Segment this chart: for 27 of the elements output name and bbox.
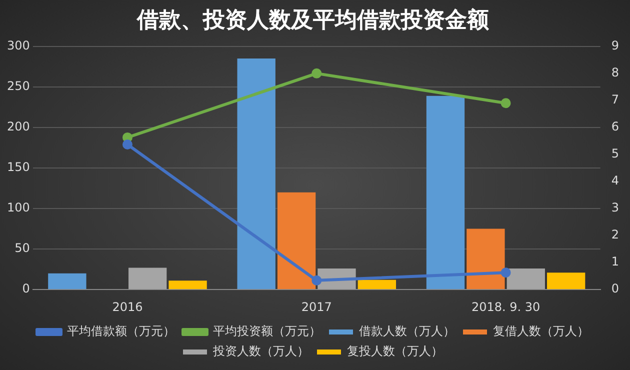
y-tick-label: 250: [7, 79, 30, 94]
y2-tick-label: 6: [611, 120, 620, 134]
y2-tick-label: 0: [611, 282, 620, 296]
legend-label: 借款人数（万人）: [359, 324, 455, 338]
y2-tick-label: 7: [611, 92, 620, 107]
x-tick-label: 2018. 9. 30: [471, 300, 540, 314]
chart-title: 借款、投资人数及平均借款投资金额: [136, 6, 490, 33]
legend-label: 平均借款额（万元）: [67, 324, 175, 338]
y2-tick-label: 9: [611, 38, 620, 53]
y2-tick-label: 2: [611, 228, 620, 242]
x-tick-label: 2016: [112, 300, 143, 314]
y2-tick-label: 4: [611, 174, 620, 188]
y2-tick-label: 5: [611, 146, 620, 161]
y-tick-label: 100: [7, 200, 30, 215]
y-tick-label: 300: [7, 38, 30, 53]
y-tick-label: 0: [22, 282, 30, 296]
legend-label: 复投人数（万人）: [347, 344, 443, 358]
y-tick-label: 150: [7, 160, 30, 174]
y2-tick-label: 8: [611, 66, 620, 80]
legend-label: 复借人数（万人）: [493, 324, 589, 338]
y2-tick-label: 3: [611, 200, 620, 215]
y2-tick-label: 1: [611, 254, 620, 269]
legend-label: 平均投资额（万元）: [213, 324, 321, 338]
x-tick-label: 2017: [301, 300, 332, 314]
y-tick-label: 200: [7, 120, 30, 134]
legend-label: 投资人数（万人）: [212, 344, 309, 358]
y-tick-label: 50: [14, 241, 30, 256]
